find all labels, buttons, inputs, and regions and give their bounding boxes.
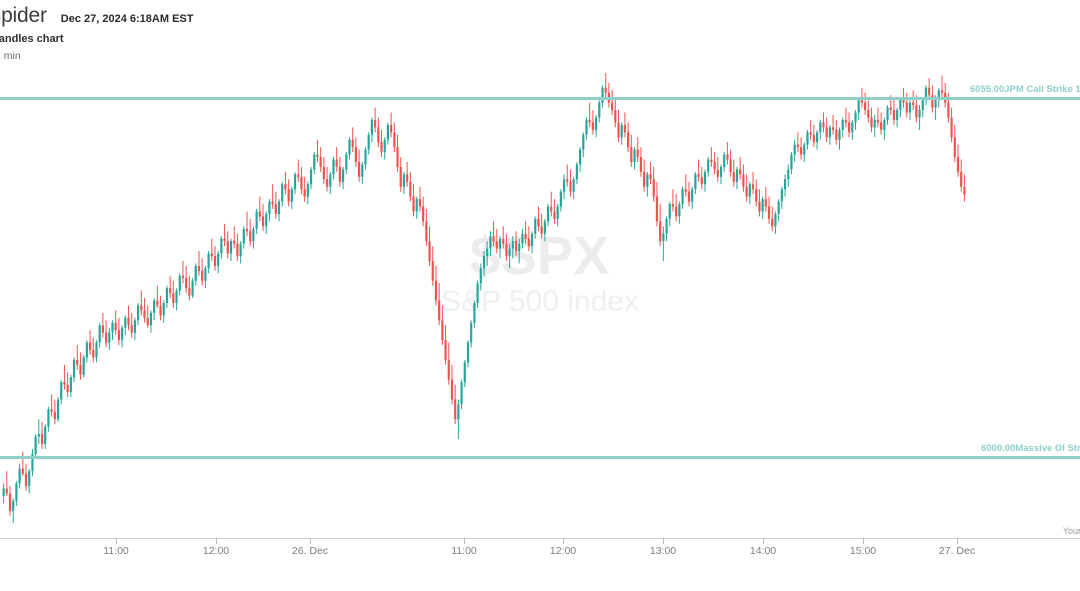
brand-logo: ndSpider xyxy=(0,4,47,28)
candlestick-series xyxy=(2,72,966,524)
price-level-label: 6000.00Massive OI Strike xyxy=(980,443,1080,454)
chart-header: ndSpider Dec 27, 2024 6:18AM EST n, Cand… xyxy=(0,0,1080,68)
x-axis-tick xyxy=(464,538,465,544)
x-axis-label: 27. Dec xyxy=(938,545,976,557)
x-axis-tick xyxy=(957,538,958,544)
brand: ndSpider Dec 27, 2024 6:18AM EST xyxy=(0,4,193,28)
timeframe-label: 1 min xyxy=(0,50,21,62)
x-axis-tick xyxy=(116,538,117,544)
x-axis-label: 11:00 xyxy=(103,545,129,557)
x-axis-tick xyxy=(663,538,664,544)
chart-plot-area[interactable]: $SPX S&P 500 index 6055.00JPM Call Strik… xyxy=(0,68,1080,538)
x-axis-label: 13:00 xyxy=(649,545,677,557)
x-axis-label: 12:00 xyxy=(202,545,230,557)
header-timestamp: Dec 27, 2024 6:18AM EST xyxy=(60,13,194,25)
chart-subtitle: n, Candles chart xyxy=(0,33,64,45)
x-axis-tick xyxy=(310,538,311,544)
x-axis-line xyxy=(0,538,1080,539)
price-level-label: 6055.00JPM Call Strike 12/3 xyxy=(969,84,1080,95)
brand-logo-light: Spider xyxy=(0,4,47,27)
axis-note: Your k xyxy=(1062,526,1080,536)
price-level-line[interactable] xyxy=(0,456,1080,459)
x-axis-label: 14:00 xyxy=(749,545,777,557)
x-axis-tick xyxy=(563,538,564,544)
x-axis-tick xyxy=(216,538,217,544)
x-axis-tick xyxy=(863,538,864,544)
x-axis-label: 15:00 xyxy=(849,545,877,557)
x-axis-tick xyxy=(763,538,764,544)
x-axis-label: 12:00 xyxy=(549,545,577,557)
x-axis-label: 11:00 xyxy=(451,545,477,557)
x-axis: Your k 11:00 12:00 26. Dec 11:00 12:00 13:00 1… xyxy=(0,526,1080,566)
price-level-line[interactable] xyxy=(0,97,1080,100)
x-axis-label: 26. Dec xyxy=(291,545,329,557)
